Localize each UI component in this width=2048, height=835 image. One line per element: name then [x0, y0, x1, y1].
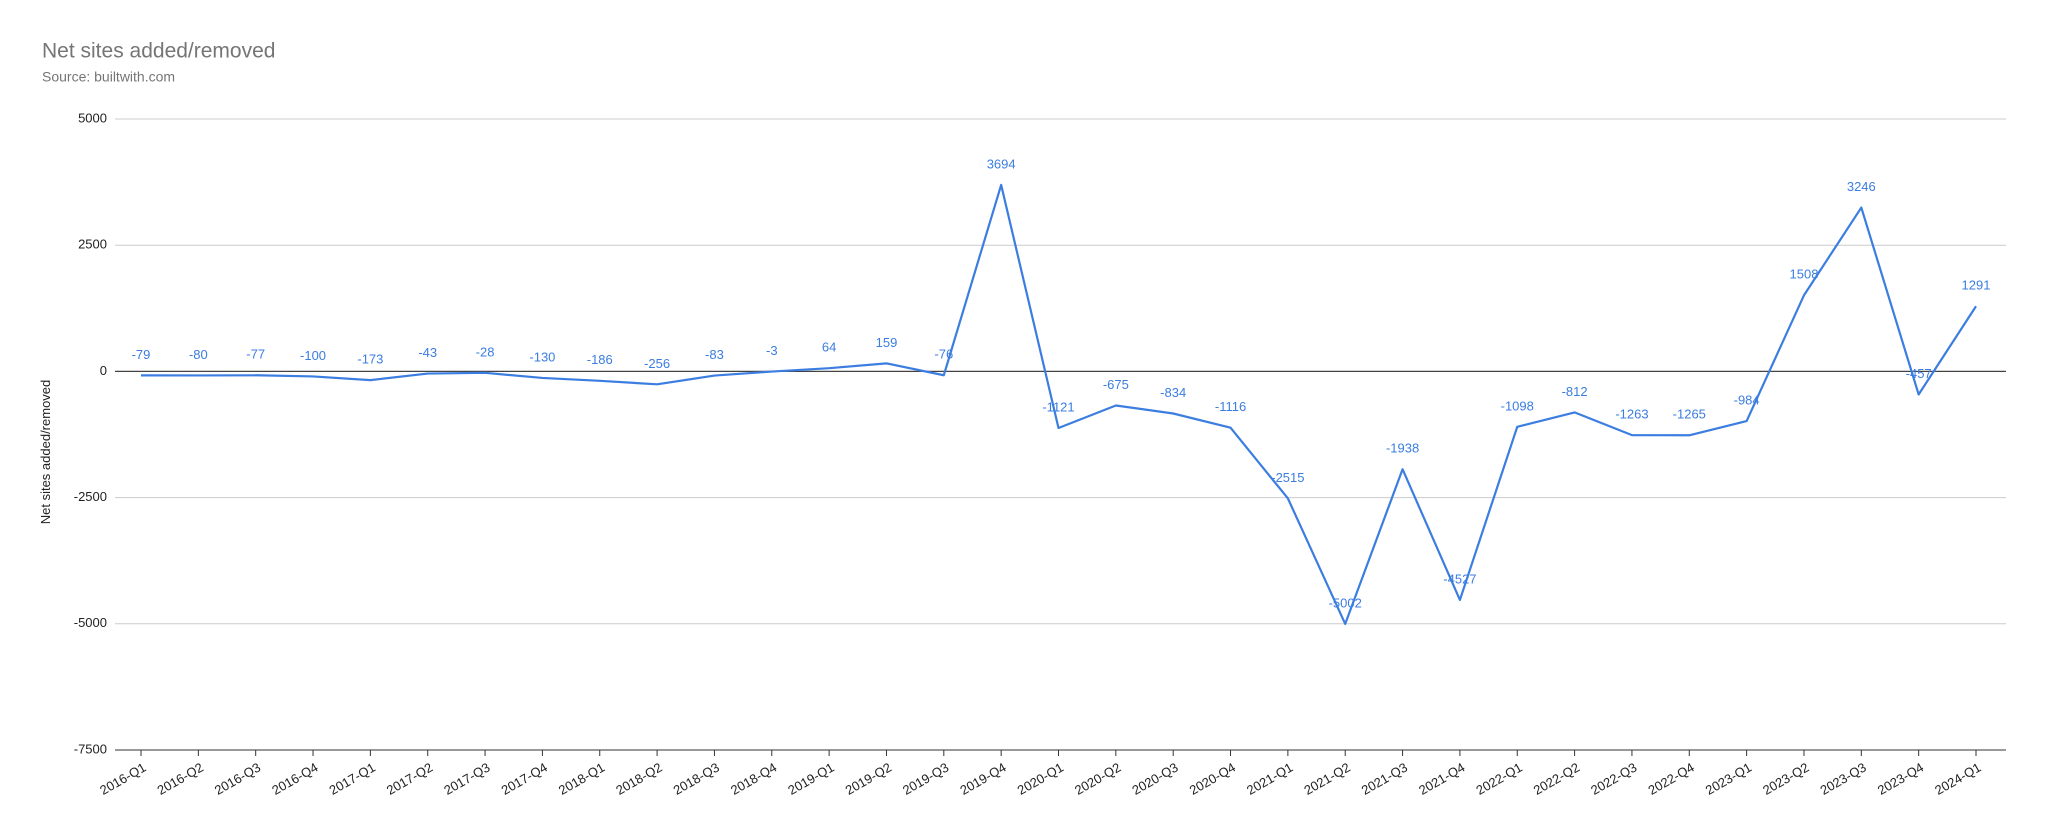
y-tick-label: -5000	[74, 615, 107, 630]
data-label: -1938	[1386, 441, 1419, 456]
data-label: -675	[1103, 377, 1129, 392]
data-label: -5002	[1329, 595, 1362, 610]
data-label: -1116	[1215, 399, 1246, 414]
x-tick-label: 2021-Q2	[1301, 760, 1352, 798]
data-label: -43	[418, 345, 437, 360]
data-label: 3694	[987, 156, 1016, 171]
x-tick-label: 2022-Q2	[1531, 760, 1582, 798]
data-label: -256	[644, 356, 670, 371]
data-label: -77	[246, 347, 265, 362]
data-label: 3246	[1847, 179, 1876, 194]
x-tick-label: 2019-Q2	[843, 760, 894, 798]
y-tick-label: 5000	[78, 110, 107, 125]
x-tick-label: 2022-Q3	[1588, 760, 1639, 798]
x-tick-label: 2020-Q1	[1015, 760, 1066, 798]
data-label: -186	[587, 352, 613, 367]
x-tick-label: 2023-Q4	[1875, 760, 1926, 798]
y-tick-label: -7500	[74, 741, 107, 756]
x-tick-label: 2021-Q1	[1244, 760, 1295, 798]
x-tick-label: 2016-Q4	[269, 760, 320, 798]
data-label: -76	[934, 347, 953, 362]
x-tick-label: 2018-Q3	[671, 760, 722, 798]
x-tick-label: 2020-Q4	[1187, 760, 1238, 798]
data-label: -1265	[1673, 407, 1706, 422]
x-tick-label: 2020-Q3	[1129, 760, 1180, 798]
data-label: -1121	[1042, 399, 1074, 414]
x-tick-label: 2019-Q3	[900, 760, 951, 798]
x-tick-label: 2022-Q4	[1645, 760, 1696, 798]
data-label: 159	[876, 335, 898, 350]
x-tick-label: 2021-Q4	[1416, 760, 1467, 798]
chart-subtitle: Source: builtwith.com	[42, 69, 175, 85]
data-label: 64	[822, 340, 836, 355]
data-label: -28	[476, 344, 495, 359]
x-tick-label: 2021-Q3	[1359, 760, 1410, 798]
data-label: 1291	[1962, 278, 1991, 293]
x-tick-label: 2020-Q2	[1072, 760, 1123, 798]
data-label: -100	[300, 348, 326, 363]
y-tick-label: -2500	[74, 489, 107, 504]
data-label: -812	[1562, 384, 1588, 399]
data-label: -834	[1160, 385, 1186, 400]
data-label: -173	[357, 352, 383, 367]
x-tick-label: 2019-Q1	[785, 760, 836, 798]
x-tick-label: 2018-Q2	[613, 760, 664, 798]
x-tick-label: 2019-Q4	[957, 760, 1008, 798]
x-tick-label: 2024-Q1	[1932, 760, 1983, 798]
line	[140, 183, 1977, 626]
data-label: -79	[132, 347, 151, 362]
data-label: -130	[529, 349, 555, 364]
data-label: -80	[189, 347, 208, 362]
x-tick-label: 2018-Q1	[556, 760, 607, 798]
data-label: -3	[766, 343, 778, 358]
data-label: -2515	[1271, 470, 1304, 485]
data-label: -1098	[1501, 398, 1534, 413]
data-label: -83	[705, 347, 724, 362]
chart-title: Net sites added/removed	[42, 40, 275, 63]
data-label: -984	[1734, 393, 1760, 408]
data-label: -4527	[1443, 571, 1476, 586]
y-tick-label: 2500	[78, 237, 107, 252]
x-tick-label: 2016-Q3	[212, 760, 263, 798]
data-label: 1508	[1790, 267, 1819, 282]
x-tick-label: 2018-Q4	[728, 760, 779, 798]
x-tick-label: 2016-Q1	[97, 760, 148, 798]
y-axis-label: Net sites added/removed	[38, 380, 53, 525]
data-label: -1263	[1615, 407, 1648, 422]
data-label: -457	[1906, 366, 1932, 381]
x-tick-label: 2017-Q2	[384, 760, 435, 798]
x-tick-label: 2017-Q3	[441, 760, 492, 798]
y-tick-label: 0	[100, 363, 107, 378]
x-tick-label: 2023-Q3	[1817, 760, 1868, 798]
x-tick-label: 2022-Q1	[1473, 760, 1524, 798]
x-tick-label: 2017-Q1	[327, 760, 378, 798]
x-tick-label: 2016-Q2	[155, 760, 206, 798]
x-tick-label: 2023-Q1	[1703, 760, 1754, 798]
x-tick-label: 2017-Q4	[499, 760, 550, 798]
x-tick-label: 2023-Q2	[1760, 760, 1811, 798]
